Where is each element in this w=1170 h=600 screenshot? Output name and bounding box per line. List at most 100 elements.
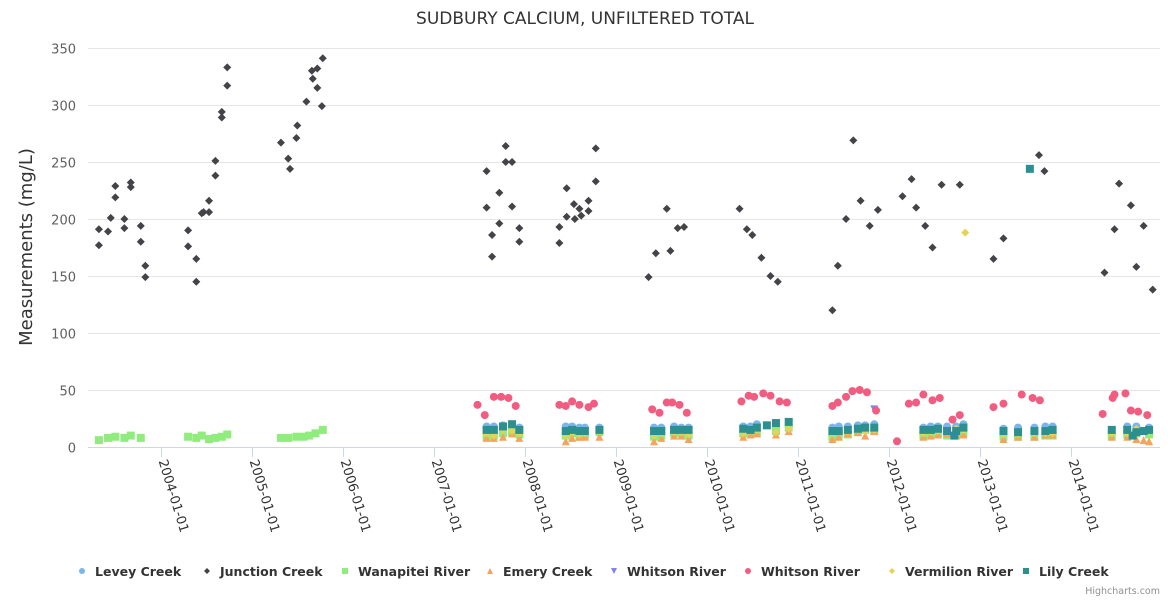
data-point[interactable]	[784, 424, 793, 433]
data-point[interactable]	[561, 401, 570, 410]
data-point[interactable]	[313, 64, 322, 73]
data-point[interactable]	[495, 219, 504, 228]
data-point[interactable]	[205, 196, 214, 205]
data-point[interactable]	[489, 392, 498, 401]
data-point[interactable]	[104, 433, 113, 442]
data-point[interactable]	[136, 433, 145, 442]
data-point[interactable]	[580, 427, 589, 436]
data-point[interactable]	[584, 207, 593, 216]
data-point[interactable]	[1132, 262, 1141, 271]
data-point[interactable]	[955, 411, 964, 420]
data-point[interactable]	[561, 427, 570, 436]
data-point[interactable]	[1098, 409, 1107, 418]
data-point[interactable]	[928, 396, 937, 405]
data-point[interactable]	[211, 156, 220, 165]
data-point[interactable]	[136, 221, 145, 230]
data-point[interactable]	[199, 208, 208, 217]
data-point[interactable]	[1107, 425, 1116, 434]
data-point[interactable]	[766, 391, 775, 400]
data-point[interactable]	[657, 427, 666, 436]
data-point[interactable]	[771, 428, 780, 437]
legend-item[interactable]: Vermilion River	[889, 564, 1014, 579]
data-point[interactable]	[211, 433, 220, 442]
data-point[interactable]	[217, 432, 226, 441]
data-point[interactable]	[1041, 427, 1050, 436]
data-point[interactable]	[120, 215, 129, 223]
data-point[interactable]	[495, 188, 504, 197]
data-point[interactable]	[1028, 393, 1037, 402]
data-point[interactable]	[771, 419, 780, 428]
data-point[interactable]	[843, 425, 852, 434]
data-point[interactable]	[192, 433, 201, 442]
data-point[interactable]	[126, 183, 135, 192]
data-point[interactable]	[1132, 428, 1141, 437]
data-point[interactable]	[515, 237, 524, 246]
data-point[interactable]	[313, 83, 322, 92]
data-point[interactable]	[482, 433, 491, 442]
data-point[interactable]	[907, 175, 916, 184]
legend-item[interactable]: Whitson River	[611, 564, 727, 579]
data-point[interactable]	[555, 400, 564, 409]
data-point[interactable]	[952, 427, 961, 436]
data-point[interactable]	[293, 121, 302, 130]
data-point[interactable]	[223, 430, 232, 439]
data-point[interactable]	[569, 200, 578, 209]
data-point[interactable]	[919, 390, 928, 399]
data-point[interactable]	[589, 399, 598, 408]
data-point[interactable]	[141, 261, 150, 270]
data-point[interactable]	[828, 435, 837, 444]
data-point[interactable]	[662, 204, 671, 213]
legend-item[interactable]: Wanapitei River	[342, 564, 471, 579]
data-point[interactable]	[989, 254, 998, 263]
data-point[interactable]	[1145, 437, 1154, 446]
data-point[interactable]	[302, 97, 311, 106]
legend-item[interactable]: Emery Creek	[487, 564, 593, 579]
data-point[interactable]	[1121, 389, 1130, 398]
data-point[interactable]	[651, 249, 660, 258]
data-point[interactable]	[833, 398, 842, 407]
data-point[interactable]	[311, 429, 320, 438]
data-point[interactable]	[515, 224, 524, 233]
data-point[interactable]	[497, 392, 506, 401]
data-point[interactable]	[211, 171, 220, 180]
data-point[interactable]	[498, 432, 507, 441]
data-point[interactable]	[111, 193, 120, 202]
data-point[interactable]	[650, 437, 659, 446]
data-point[interactable]	[737, 397, 746, 406]
data-point[interactable]	[595, 432, 604, 441]
data-point[interactable]	[480, 411, 489, 420]
data-point[interactable]	[735, 204, 744, 213]
data-point[interactable]	[855, 386, 864, 394]
data-point[interactable]	[515, 433, 524, 442]
data-point[interactable]	[849, 136, 858, 145]
data-point[interactable]	[950, 431, 959, 440]
data-point[interactable]	[575, 400, 584, 409]
data-point[interactable]	[94, 225, 103, 234]
data-point[interactable]	[575, 204, 584, 213]
data-point[interactable]	[784, 417, 793, 426]
data-point[interactable]	[748, 230, 757, 239]
data-point[interactable]	[759, 389, 768, 398]
data-point[interactable]	[1145, 425, 1154, 434]
data-point[interactable]	[650, 427, 659, 436]
data-point[interactable]	[482, 425, 491, 434]
data-point[interactable]	[775, 397, 784, 406]
data-point[interactable]	[568, 433, 577, 442]
data-point[interactable]	[865, 221, 874, 230]
data-point[interactable]	[223, 63, 232, 72]
data-point[interactable]	[873, 205, 882, 214]
data-point[interactable]	[912, 203, 921, 212]
data-point[interactable]	[861, 431, 870, 440]
data-point[interactable]	[921, 221, 930, 230]
data-point[interactable]	[648, 405, 657, 414]
data-point[interactable]	[893, 437, 902, 446]
data-point[interactable]	[782, 398, 791, 407]
data-point[interactable]	[926, 425, 935, 434]
data-point[interactable]	[1139, 427, 1148, 436]
data-point[interactable]	[842, 392, 851, 401]
data-point[interactable]	[999, 399, 1008, 408]
data-point[interactable]	[591, 177, 600, 186]
data-point[interactable]	[935, 393, 944, 402]
data-point[interactable]	[928, 243, 937, 252]
legend-item[interactable]: Junction Creek	[204, 564, 323, 579]
